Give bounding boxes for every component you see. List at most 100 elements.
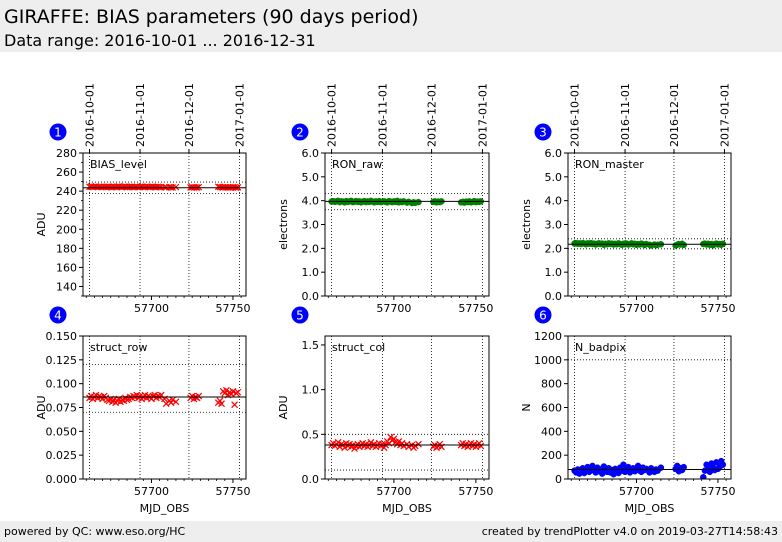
y-tick-label: 1.5 [302, 339, 320, 352]
panel-badge [49, 306, 67, 324]
y-tick-label: 0 [555, 473, 562, 486]
panel-badge [291, 123, 309, 141]
y-tick-label: 1.0 [302, 384, 320, 397]
date-tick-label: 2016-12-01 [183, 83, 196, 147]
data-point [415, 440, 422, 448]
data-point [195, 183, 203, 191]
panel-badge [49, 123, 67, 141]
y-tick-label: 200 [56, 223, 77, 236]
x-tick-label: 57700 [134, 485, 169, 498]
data-point [387, 433, 395, 441]
y-tick-label: 5.0 [545, 171, 563, 184]
x-tick-label: 57700 [619, 302, 654, 315]
panel-label: RON_raw [332, 158, 382, 171]
chart-panel-n-badpix: 0 200 400 600 800 1000 1200 57700 57750 N MJD_OBS N… [520, 306, 735, 515]
header: GIRAFFE: BIAS parameters (90 days period… [0, 0, 782, 52]
panel-badge-number: 2 [296, 126, 304, 140]
data-point [341, 444, 349, 452]
data-point [680, 463, 687, 471]
y-axis-label: ADU [35, 395, 48, 419]
date-tick-label: 2016-11-01 [376, 83, 389, 147]
panel-label: N_badpix [575, 341, 626, 354]
y-tick-label: 160 [56, 261, 77, 274]
data-series [86, 386, 242, 409]
y-tick-label: 800 [541, 378, 562, 391]
y-tick-label: 4.0 [302, 195, 320, 208]
x-tick-label: 57750 [700, 485, 735, 498]
y-tick-label: 6.0 [302, 147, 320, 160]
date-tick-label: 2016-10-01 [326, 83, 339, 147]
page-subtitle: Data range: 2016-10-01 ... 2016-12-31 [4, 31, 316, 50]
y-tick-label: 1.0 [545, 266, 563, 279]
x-axis-label: MJD_OBS [382, 502, 432, 515]
data-series [328, 197, 485, 207]
data-point [172, 183, 180, 191]
data-point [231, 401, 239, 409]
data-point [700, 473, 707, 479]
data-point [719, 461, 727, 468]
data-point [477, 442, 485, 450]
x-tick-label: 57750 [700, 302, 735, 315]
x-tick-label: 57700 [376, 485, 411, 498]
panel-badge-number: 5 [296, 309, 304, 323]
y-axis-label: electrons [520, 199, 533, 250]
data-point [411, 442, 419, 450]
y-tick-label: 140 [56, 280, 77, 293]
panel-label: BIAS_level [90, 158, 147, 171]
x-axis-label: MJD_OBS [140, 502, 190, 515]
date-tick-label: 2016-10-01 [569, 83, 582, 147]
y-tick-label: 240 [56, 185, 77, 198]
x-tick-label: 57750 [215, 485, 250, 498]
y-axis-label: N [520, 403, 533, 411]
date-tick-label: 2017-01-01 [718, 83, 731, 147]
panel-badge-number: 4 [54, 309, 62, 323]
chart-panel-ron-raw: 0.0 1.0 2.0 3.0 4.0 5.0 6.0 57700 57750 2016-10-0… [277, 83, 493, 315]
data-point [234, 388, 242, 396]
panel-label: struct_row [90, 341, 147, 354]
y-tick-label: 0.150 [46, 330, 78, 343]
page-title: GIRAFFE: BIAS parameters (90 days period… [4, 6, 419, 28]
y-tick-label: 0.100 [46, 378, 78, 391]
date-tick-label: 2016-10-01 [84, 83, 97, 147]
data-point [680, 241, 687, 249]
y-tick-label: 3.0 [545, 219, 563, 232]
plot-frame [567, 335, 732, 480]
y-tick-label: 4.0 [545, 195, 563, 208]
data-series [86, 183, 242, 192]
panel-badge-number: 1 [54, 126, 62, 140]
y-tick-label: 0.075 [46, 402, 78, 415]
y-axis-label: electrons [277, 199, 290, 250]
panel-badge [534, 123, 552, 141]
y-tick-label: 2.0 [545, 242, 563, 255]
panel-badge [534, 306, 552, 324]
data-point [334, 438, 342, 446]
chart-panel-ron-master: 0.0 1.0 2.0 3.0 4.0 5.0 6.0 57700 57750 2016-10-0… [520, 83, 735, 315]
data-series [571, 457, 727, 479]
panel-badge-number: 3 [539, 126, 547, 140]
y-tick-label: 200 [541, 449, 562, 462]
x-tick-label: 57700 [134, 302, 169, 315]
date-tick-label: 2016-11-01 [134, 83, 147, 147]
date-tick-label: 2017-01-01 [233, 83, 246, 147]
y-tick-label: 3.0 [302, 219, 320, 232]
x-tick-label: 57700 [376, 302, 411, 315]
data-series [328, 433, 485, 453]
y-tick-label: 0.0 [302, 290, 320, 303]
plot-frame [567, 152, 732, 297]
chart-panel-struct-row: 0.000 0.025 0.050 0.075 0.100 0.125 0.150 57700… [35, 306, 250, 515]
chart-panel-bias-level: 140 160 180 200 220 240 260 280 57700 57750 2016-1… [35, 83, 250, 315]
y-tick-label: 280 [56, 147, 77, 160]
footer: powered by QC: www.eso.org/HC created by… [0, 521, 782, 542]
y-tick-label: 0.050 [46, 425, 78, 438]
plot-frame [324, 152, 490, 297]
panel-badge [291, 306, 309, 324]
panel-label: struct_col [332, 341, 385, 354]
y-tick-label: 1000 [534, 354, 562, 367]
y-tick-label: 0.000 [46, 473, 78, 486]
y-tick-label: 400 [541, 425, 562, 438]
y-tick-label: 5.0 [302, 171, 320, 184]
date-tick-label: 2016-11-01 [619, 83, 632, 147]
data-point [390, 435, 398, 443]
y-tick-label: 260 [56, 166, 77, 179]
